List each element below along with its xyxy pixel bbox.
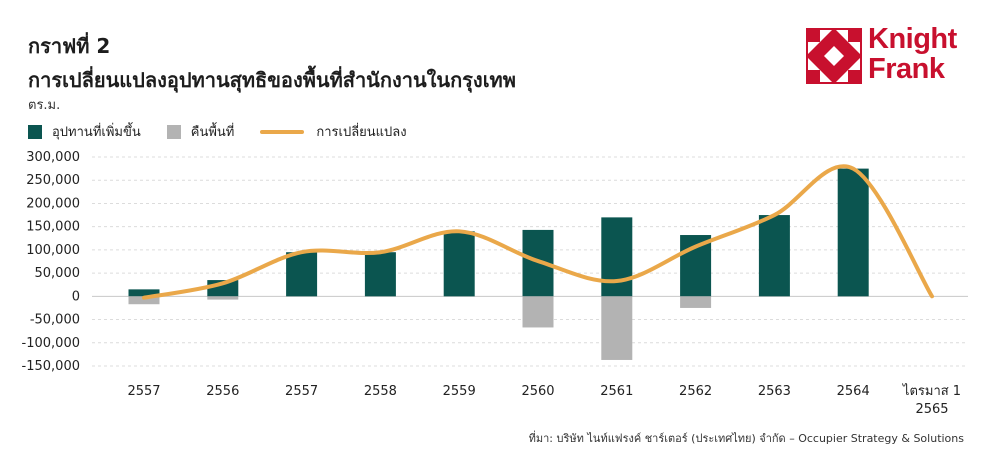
y-tick-label: -150,000 bbox=[22, 359, 80, 374]
y-tick-label: -50,000 bbox=[30, 313, 80, 328]
legend-swatch-change bbox=[260, 129, 305, 134]
legend-swatch-supply bbox=[28, 124, 42, 139]
y-tick-label: 50,000 bbox=[35, 266, 81, 281]
source-note: ที่มา: บริษัท ไนท์แฟรงค์ ชาร์เตอร์ (ประเ… bbox=[528, 432, 964, 445]
line-change-series bbox=[142, 164, 934, 300]
x-tick-label: 2558 bbox=[364, 384, 397, 399]
chart-legend: อุปทานที่เพิ่มขึ้น คืนพื้นที่ การเปลี่ยน… bbox=[28, 121, 433, 142]
legend-item-change: การเปลี่ยนแปลง bbox=[260, 121, 407, 142]
y-tick-label: 300,000 bbox=[26, 150, 80, 165]
chart-title: การเปลี่ยนแปลงอุปทานสุทธิของพื้นที่สำนัก… bbox=[28, 68, 516, 92]
bar-supply bbox=[601, 217, 633, 297]
y-tick-label: -100,000 bbox=[22, 336, 80, 351]
bar-supply bbox=[128, 289, 160, 297]
bar-returned bbox=[128, 296, 160, 305]
logo-text-line1: Knight bbox=[868, 23, 957, 55]
unit-label: ตร.ม. bbox=[28, 98, 61, 113]
x-tick-label: 2563 bbox=[758, 384, 791, 399]
bar-returned bbox=[680, 296, 712, 308]
x-tick-label: 2561 bbox=[600, 384, 633, 399]
y-tick-label: 250,000 bbox=[26, 173, 80, 188]
chart-label: กราฟที่ 2 bbox=[28, 34, 111, 58]
x-tick-label: 2557 bbox=[285, 384, 318, 399]
x-tick-label: 2560 bbox=[521, 384, 554, 399]
x-tick-label: 2557 bbox=[127, 384, 160, 399]
y-tick-label: 200,000 bbox=[26, 196, 80, 211]
knight-frank-emblem-icon bbox=[806, 28, 862, 84]
x-tick-label: 2559 bbox=[443, 384, 476, 399]
bar-supply bbox=[286, 252, 318, 297]
bar-returned bbox=[522, 296, 554, 328]
bar-supply bbox=[364, 252, 396, 297]
bar-supply bbox=[443, 231, 475, 297]
legend-swatch-returned bbox=[166, 124, 181, 139]
x-tick-label: 2562 bbox=[679, 384, 712, 399]
y-tick-label: 100,000 bbox=[26, 243, 80, 258]
bar-supply bbox=[837, 168, 869, 297]
y-tick-label: 150,000 bbox=[26, 220, 80, 235]
legend-item-returned: คืนพื้นที่ bbox=[166, 121, 235, 142]
knight-frank-logo: Knight Frank bbox=[806, 24, 966, 88]
legend-label-change: การเปลี่ยนแปลง bbox=[316, 125, 407, 140]
logo-text-line2: Frank bbox=[868, 53, 945, 85]
y-tick-label: 0 bbox=[72, 289, 80, 304]
bar-returned bbox=[601, 296, 633, 360]
legend-label-supply: อุปทานที่เพิ่มขึ้น bbox=[52, 125, 141, 140]
legend-label-returned: คืนพื้นที่ bbox=[190, 125, 235, 140]
x-tick-label: ไตรมาส 1 2565 bbox=[902, 383, 961, 417]
x-tick-label: 2556 bbox=[206, 384, 239, 399]
legend-item-supply: อุปทานที่เพิ่มขึ้น bbox=[28, 121, 141, 142]
x-tick-label: 2564 bbox=[837, 384, 870, 399]
bar-returned bbox=[207, 296, 239, 300]
bar-supply bbox=[758, 215, 790, 297]
